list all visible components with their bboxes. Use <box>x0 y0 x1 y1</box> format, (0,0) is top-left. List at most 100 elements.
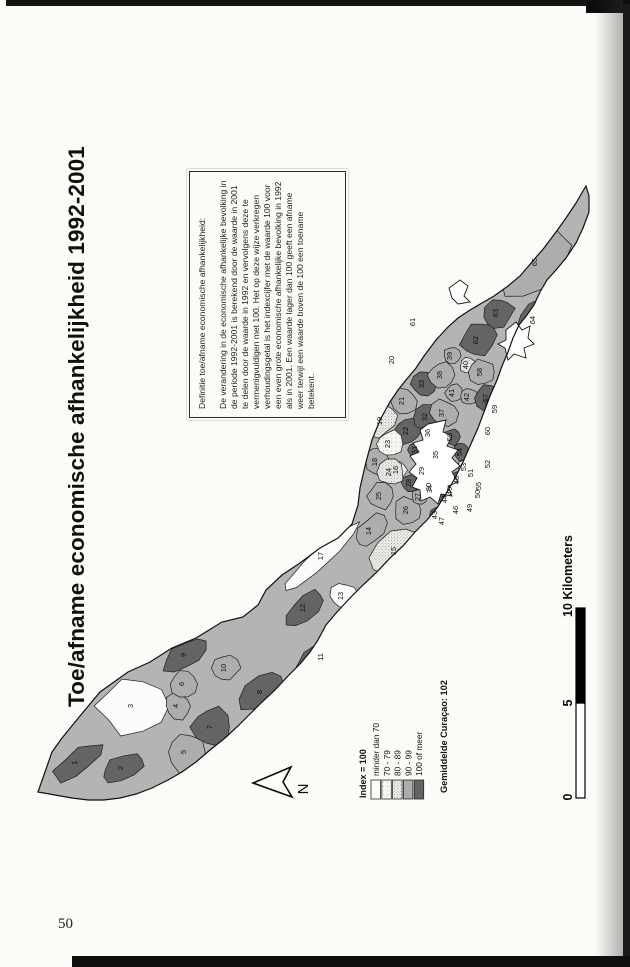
district-number: 6 <box>177 682 186 686</box>
district-number: 51 <box>466 469 475 477</box>
district-number: 38 <box>435 371 444 379</box>
district-number: 30 <box>424 483 433 491</box>
district-number: 55 <box>474 482 483 490</box>
district-cell <box>366 482 394 511</box>
district-cell <box>376 429 404 456</box>
district-cell <box>458 323 498 357</box>
district-number: 34 <box>425 485 434 493</box>
district-number: 16 <box>391 466 400 474</box>
district-cell <box>162 638 207 673</box>
district-number: 47 <box>437 517 446 525</box>
district-cell <box>429 398 460 427</box>
district-number: 14 <box>364 527 373 535</box>
district-number: 42 <box>462 393 471 401</box>
district-number: 33 <box>417 380 426 388</box>
district-number: 41 <box>447 389 456 397</box>
district-cell <box>211 654 242 681</box>
north-label: N <box>295 784 312 795</box>
district-number: 10 <box>219 664 228 672</box>
district-number: 11 <box>316 653 325 661</box>
district-number: 65 <box>530 258 539 266</box>
district-cell <box>426 361 456 389</box>
district-number: 58 <box>475 368 484 376</box>
district-number: 40 <box>461 361 470 369</box>
district-number: 20 <box>387 356 396 364</box>
scalebar-segment-far <box>575 607 586 704</box>
district-number: 37 <box>437 409 446 417</box>
legend-label: 100 of meer <box>414 731 424 776</box>
legend-label: 70 - 79 <box>382 750 392 776</box>
district-number: 5 <box>179 750 188 754</box>
district-cell <box>285 588 324 627</box>
district-number: 2 <box>116 766 125 770</box>
legend-average-note: Gemiddelde Curaçao: 102 <box>439 680 449 793</box>
district-number: 29 <box>417 467 426 475</box>
district-number: 26 <box>401 506 410 514</box>
district-number: 21 <box>397 397 406 405</box>
district-number: 17 <box>316 552 325 560</box>
district-cell <box>443 347 462 365</box>
scan-edge-top-right <box>586 0 630 13</box>
district-number: 61 <box>408 318 417 326</box>
district-number: 54 <box>455 448 464 456</box>
scalebar-end-label: 10 Kilometers <box>561 535 575 617</box>
district-number: 25 <box>374 492 383 500</box>
district-number: 3 <box>126 704 135 708</box>
district-number: 31 <box>410 446 419 454</box>
schottegat-bay <box>408 419 461 505</box>
district-cell <box>444 383 464 402</box>
district-number: 43 <box>430 511 439 519</box>
district-number: 32 <box>420 413 429 421</box>
district-cell <box>52 744 104 784</box>
district-cell <box>93 678 170 737</box>
district-number: 56 <box>445 433 454 441</box>
district-cell <box>460 388 478 405</box>
district-number: 49 <box>465 504 474 512</box>
district-number: 39 <box>445 352 454 360</box>
district-number: 44 <box>440 495 449 503</box>
definition-box: Definitie toe/afname economische afhanke… <box>189 171 346 418</box>
district-number: 35 <box>431 451 440 459</box>
district-cell <box>467 358 495 385</box>
district-number: 13 <box>336 592 345 600</box>
district-cell <box>355 512 388 547</box>
district-number: 8 <box>255 690 264 694</box>
district-cells <box>52 224 573 784</box>
north-arrow-icon <box>250 765 294 799</box>
district-cell <box>483 299 516 329</box>
district-number: 62 <box>471 336 480 344</box>
district-number: 60 <box>483 427 492 435</box>
district-number: 52 <box>483 460 492 468</box>
spaanse-water-bay <box>497 321 535 361</box>
legend-swatch <box>402 779 414 800</box>
district-number: 64 <box>528 316 537 324</box>
district-number: 27 <box>413 493 422 501</box>
district-number: 15 <box>389 547 398 555</box>
page-number: 50 <box>58 916 73 932</box>
legend-label: 80 - 89 <box>393 750 403 776</box>
district-number: 9 <box>179 653 188 657</box>
page-gutter-shadow <box>595 0 623 967</box>
salina-flat <box>448 279 471 305</box>
legend-label: minder dan 70 <box>371 723 381 776</box>
district-number: 57 <box>481 394 490 402</box>
district-labels: 123 4567891011121314151617181920212223242… <box>70 258 539 770</box>
district-number: 45 <box>445 487 454 495</box>
district-number: 46 <box>451 506 460 514</box>
district-number: 53 <box>459 463 468 471</box>
district-number: 18 <box>370 458 379 466</box>
district-number: 7 <box>205 725 214 729</box>
district-number: 59 <box>490 405 499 413</box>
legend-swatch <box>413 779 425 800</box>
legend-swatch <box>381 779 392 800</box>
legend-label: 90 - 99 <box>403 750 413 776</box>
scalebar-tick-label: 0 <box>561 793 575 800</box>
scalebar-segment-near <box>575 702 586 799</box>
district-cell <box>169 670 198 698</box>
district-cell <box>103 753 145 784</box>
legend-title: Index = 100 <box>358 749 368 798</box>
scan-edge-top <box>6 0 630 6</box>
district-number: 48 <box>452 476 461 484</box>
